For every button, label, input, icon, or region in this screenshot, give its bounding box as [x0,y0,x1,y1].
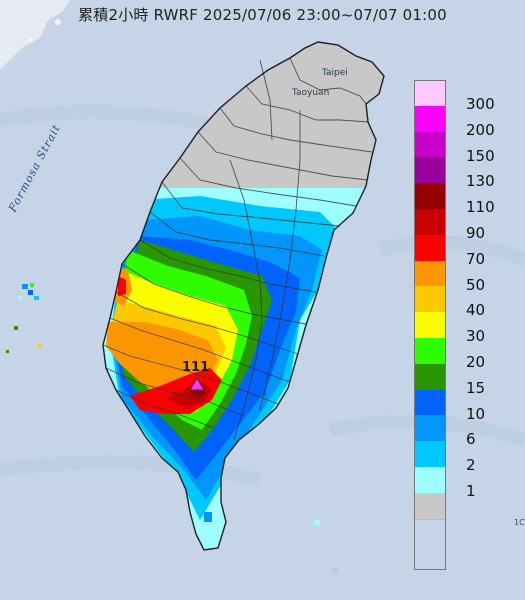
legend-item: 110 [414,183,504,216]
legend-item: 10 [414,389,504,423]
legend-swatch [414,363,446,391]
rain-cell [204,512,212,522]
city-label-taipei: Taipei [322,68,348,78]
legend-label: 110 [466,198,495,217]
legend-item: 200 [414,105,504,139]
legend-swatch [414,131,446,159]
legend-label: 6 [466,430,476,449]
legend-label: 300 [466,95,495,113]
island-speck [55,19,61,25]
legend-swatch [414,466,446,494]
legend-swatch [414,312,446,339]
legend-item: 30 [414,312,504,345]
legend-label: 200 [466,120,495,139]
legend-label: 1 [466,481,476,500]
legend-swatch [414,208,446,236]
island-speck [28,38,32,42]
mainland-coast [0,0,70,70]
max-rainfall-marker [189,377,205,391]
legend-item: 150 [414,131,504,165]
legend-swatch [414,260,446,288]
legend-swatch [414,286,446,314]
legend-item: 40 [414,286,504,319]
legend-item [414,492,504,520]
legend-swatch [414,415,446,443]
legend-item: 1 [414,466,504,500]
legend-item: 300 [414,80,504,113]
legend-label: 150 [466,146,495,165]
legend-label: 15 [466,378,486,397]
offshore-rain-cells [6,283,41,353]
taiwan-coastline [102,41,385,551]
legend-swatch [414,492,446,520]
max-rainfall-label: 111 [182,360,210,375]
legend-swatch [414,441,446,468]
legend-label: 2 [466,456,476,475]
orchid-island [332,568,338,573]
legend-item: 20 [414,337,504,371]
map-title: 累積2小時 RWRF 2025/07/06 23:00~07/07 01:00 [78,6,447,24]
legend-item: 2 [414,441,504,474]
legend-label: 70 [466,249,486,268]
legend-label: 90 [466,223,486,242]
legend-swatch [414,105,446,133]
legend-item: 50 [414,260,504,294]
sea-texture [0,105,525,487]
legend-swatch [414,80,446,107]
legend-swatch [414,234,446,262]
legend-label: 10 [466,404,486,423]
legend-label: 40 [466,301,486,320]
legend-label: 30 [466,327,486,346]
legend-item: 90 [414,208,504,242]
boundary-lines [102,57,373,441]
legend-item: 15 [414,363,504,397]
green-island [314,520,320,525]
legend-item: 6 [414,415,504,448]
legend-swatch [414,157,446,185]
rainfall-legend: 300 200 150 130 110 90 70 50 40 30 20 15 10 6 2 1 [414,80,504,520]
city-label-taoyuan: Taoyuan [292,88,330,98]
edge-label: 1C [514,518,525,527]
legend-item: 130 [414,157,504,190]
legend-label: 20 [466,352,486,371]
legend-swatch [414,337,446,365]
legend-swatch [414,389,446,417]
legend-swatch [414,183,446,210]
rain-cell [258,390,266,396]
legend-label: 50 [466,275,486,294]
legend-label: 130 [466,172,495,191]
legend-item: 70 [414,234,504,268]
rain-band-western-pocket-core [118,276,126,296]
